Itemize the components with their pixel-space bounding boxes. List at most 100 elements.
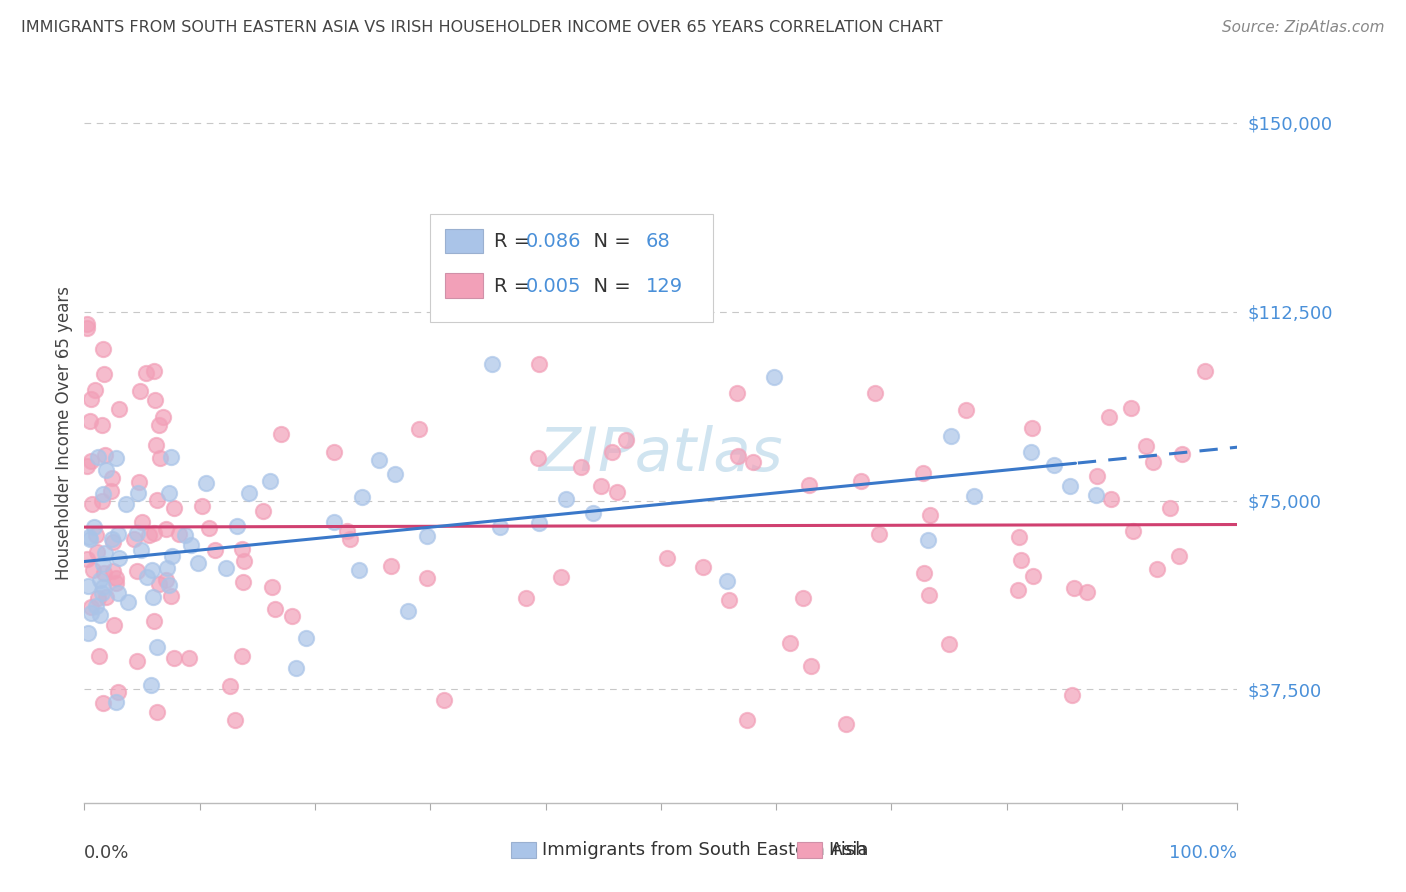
Point [76, 579, 98, 593]
Point [489, 520, 512, 534]
Point [384, 467, 406, 481]
Point [554, 492, 576, 507]
Point [198, 521, 221, 535]
Point [1008, 530, 1031, 544]
Point [339, 533, 361, 547]
Point [270, 426, 292, 441]
Point [148, 577, 170, 591]
Point [917, 533, 939, 547]
Point [145, 438, 167, 452]
Point [152, 409, 174, 424]
Point [262, 580, 284, 594]
Point [955, 403, 977, 417]
Point [173, 528, 195, 542]
Point [122, 532, 145, 546]
Point [142, 526, 165, 541]
Text: Source: ZipAtlas.com: Source: ZipAtlas.com [1222, 20, 1385, 35]
Point [1168, 549, 1191, 563]
Point [105, 450, 128, 465]
Point [1171, 447, 1194, 461]
Point [1007, 582, 1029, 597]
Point [194, 475, 217, 490]
Point [380, 559, 402, 574]
Point [527, 357, 550, 371]
Point [86, 591, 108, 605]
Point [127, 486, 149, 500]
Point [80, 600, 103, 615]
Point [105, 571, 128, 585]
Point [692, 559, 714, 574]
Point [100, 471, 122, 485]
Point [717, 592, 740, 607]
Point [600, 445, 623, 459]
Point [108, 401, 131, 416]
Point [79, 532, 101, 546]
Point [323, 445, 346, 459]
Point [142, 591, 165, 605]
Point [101, 533, 124, 547]
Point [87, 450, 110, 465]
Point [100, 483, 122, 498]
Point [285, 661, 308, 675]
Point [94, 590, 117, 604]
Point [294, 631, 316, 645]
Point [918, 588, 941, 602]
Point [86, 528, 108, 542]
FancyBboxPatch shape [510, 842, 536, 858]
Point [1043, 458, 1066, 472]
Point [1098, 409, 1121, 424]
Point [89, 573, 111, 587]
Point [433, 693, 456, 707]
Point [138, 528, 160, 542]
Text: Irish: Irish [828, 841, 866, 859]
Point [125, 654, 148, 668]
Point [86, 545, 108, 559]
Point [90, 417, 112, 432]
Point [1135, 439, 1157, 453]
Text: 0.0%: 0.0% [84, 844, 129, 862]
Point [939, 429, 962, 443]
Point [1159, 500, 1181, 515]
Point [231, 648, 253, 663]
Point [91, 343, 114, 357]
Point [127, 564, 149, 578]
Point [851, 475, 873, 489]
Point [224, 714, 246, 728]
Point [1085, 469, 1108, 483]
Point [204, 542, 226, 557]
FancyBboxPatch shape [430, 214, 713, 321]
Point [938, 637, 960, 651]
Point [91, 486, 114, 500]
Point [135, 366, 157, 380]
Point [149, 450, 172, 465]
Point [131, 515, 153, 529]
Point [89, 607, 111, 622]
Point [103, 618, 125, 632]
Point [238, 486, 260, 500]
Point [90, 586, 112, 600]
Point [232, 554, 254, 568]
Point [280, 608, 302, 623]
Point [146, 493, 169, 508]
Point [146, 706, 169, 720]
Point [218, 679, 240, 693]
Point [163, 650, 186, 665]
Point [80, 392, 103, 407]
Point [191, 499, 214, 513]
Point [779, 636, 801, 650]
Point [912, 466, 935, 480]
Point [94, 546, 117, 560]
Point [368, 453, 391, 467]
Point [835, 716, 858, 731]
Point [1122, 524, 1144, 538]
Point [582, 506, 605, 520]
Point [515, 591, 537, 605]
Point [232, 574, 254, 589]
Point [83, 519, 105, 533]
Point [408, 422, 430, 436]
Point [76, 458, 98, 473]
Point [91, 580, 114, 594]
Point [1142, 455, 1164, 469]
Point [156, 561, 179, 575]
Point [527, 450, 550, 465]
